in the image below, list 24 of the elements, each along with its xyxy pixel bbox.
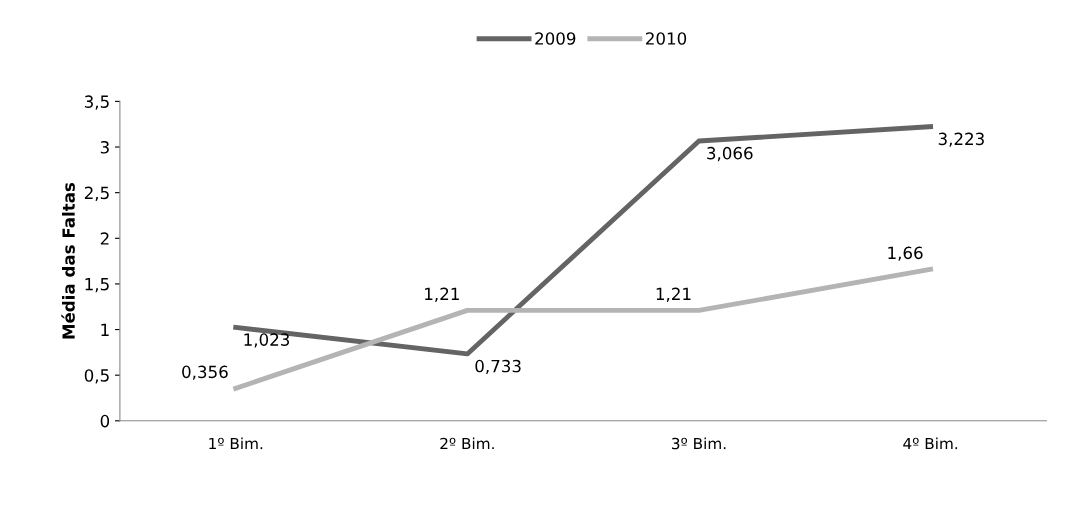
y-tick-label: 1 <box>101 323 109 336</box>
y-tick-label: 2 <box>100 232 109 245</box>
data-label: 1,21 <box>656 287 691 302</box>
y-tick-label: 3,5 <box>84 95 109 110</box>
data-label: 1,66 <box>888 246 923 261</box>
legend-label: 2009 <box>535 32 576 45</box>
y-tick-label: 0,5 <box>84 369 109 384</box>
data-label: 3,066 <box>707 146 753 162</box>
x-tick-label: 2º Bim. <box>440 437 494 450</box>
x-tick-label: 3º Bim. <box>672 437 726 450</box>
y-tick-label: 0 <box>100 414 110 428</box>
data-label: 0,733 <box>475 359 521 375</box>
data-label: 3,223 <box>938 132 984 147</box>
data-label: 1,023 <box>244 333 290 348</box>
y-tick-label: 1,5 <box>85 278 109 293</box>
x-tick-label: 1º Bim. <box>209 437 263 450</box>
legend-label: 2010 <box>646 32 687 45</box>
y-axis-title: Média das Faltas <box>61 182 75 339</box>
y-tick-label: 3 <box>100 140 109 154</box>
data-label: 1,21 <box>425 287 459 302</box>
line-series <box>233 124 934 357</box>
y-tick-label: 2,5 <box>84 186 109 201</box>
data-label: 0,356 <box>182 365 228 380</box>
x-tick-label: 4º Bim. <box>903 437 958 450</box>
